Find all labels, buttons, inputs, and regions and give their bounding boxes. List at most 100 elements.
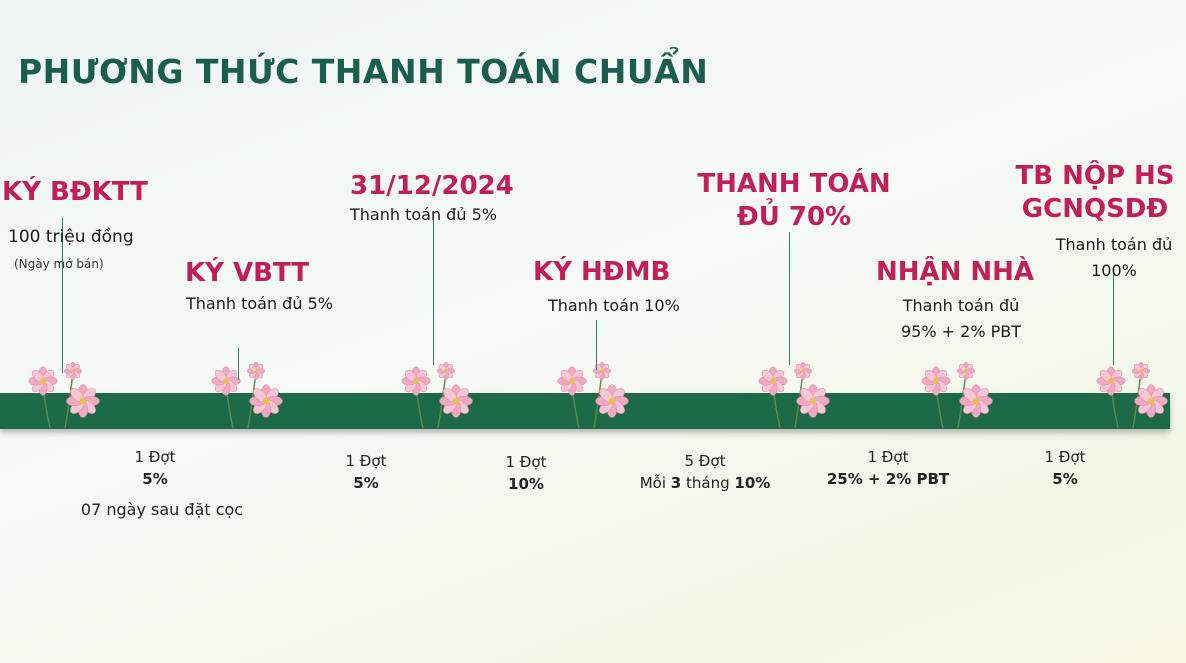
connector (1113, 270, 1114, 365)
milestone-description: Thanh toán đủ 5% (186, 294, 333, 313)
installments: 1 Đợt (134, 448, 176, 466)
flower (401, 366, 431, 396)
description-line: 100% (1091, 261, 1137, 280)
flower-part (972, 397, 980, 405)
amount: 5% (1052, 470, 1078, 488)
flower (249, 384, 283, 418)
flower-cluster (1096, 361, 1168, 429)
installments: 1 Đợt (867, 448, 909, 466)
connector (433, 219, 434, 365)
flower (1134, 384, 1168, 418)
amount-part: Mỗi (639, 474, 666, 492)
flower (793, 361, 813, 381)
heading-line: THANH TOÁN (697, 169, 891, 199)
segment: 1 Đợt 5% (346, 450, 387, 494)
amount-part: tháng (686, 474, 730, 492)
heading-line: ĐỦ 70% (736, 202, 852, 232)
milestone-note: (Ngày mở bán) (14, 257, 104, 271)
milestone-description: Thanh toán đủ 5% (350, 205, 497, 224)
milestone-description: Thanh toán đủ 95% + 2% PBT (901, 293, 1021, 345)
amount: 25% + 2% PBT (826, 470, 950, 488)
segment: 1 Đợt 10% (506, 451, 547, 495)
connector (789, 232, 790, 365)
timeline-band (0, 393, 1170, 429)
flower-part (1147, 397, 1155, 405)
amount: 5% (142, 470, 168, 488)
flower (1131, 361, 1151, 381)
flower-cluster (557, 361, 629, 429)
installments: 1 Đợt (345, 452, 387, 470)
installments: 1 Đợt (505, 453, 547, 471)
description-line: Thanh toán đủ (902, 296, 1020, 315)
flower-part (223, 378, 229, 384)
flower (557, 366, 587, 396)
milestone-heading: TB NỘP HS GCNQSDĐ (1015, 160, 1174, 226)
flower-part (452, 397, 460, 405)
flower-part (1108, 378, 1114, 384)
flower-cluster (921, 361, 993, 429)
flower-part (254, 369, 258, 373)
flower (436, 361, 456, 381)
flower-part (801, 369, 805, 373)
flower-part (608, 397, 616, 405)
flower-part (444, 369, 448, 373)
flower (956, 361, 976, 381)
flower-part (71, 369, 75, 373)
amount-part: 3 (670, 474, 682, 492)
flower-part (1139, 369, 1143, 373)
segment: 1 Đợt 5% (135, 446, 176, 490)
flower-part (809, 397, 817, 405)
milestone-heading: KÝ BĐKTT (2, 177, 148, 207)
milestone-heading: THANH TOÁN ĐỦ 70% (697, 168, 890, 234)
flower (246, 361, 266, 381)
amount-part: 10% (734, 474, 771, 492)
flowers (28, 361, 1168, 429)
flower (796, 384, 830, 418)
flower-part (600, 369, 604, 373)
description-line: 95% + 2% PBT (900, 322, 1022, 341)
milestone-description: Thanh toán đủ 100% (1056, 232, 1172, 284)
flower (211, 366, 241, 396)
description-line: Thanh toán đủ (1055, 235, 1173, 254)
milestone-description: Thanh toán 10% (548, 296, 680, 315)
milestone-heading: NHẬN NHÀ (875, 257, 1035, 287)
flower-part (79, 397, 87, 405)
milestone-heading: KÝ HĐMB (533, 257, 671, 287)
heading-line: TB NỘP HS (1015, 161, 1175, 191)
flower (758, 366, 788, 396)
amount: 5% (353, 474, 379, 492)
page-title: PHƯƠNG THỨC THANH TOÁN CHUẨN (18, 52, 709, 91)
milestone-heading: KÝ VBTT (185, 258, 310, 288)
flower-part (569, 378, 575, 384)
flower-part (262, 397, 270, 405)
segment: 5 Đợt Mỗi 3 tháng 10% (640, 450, 771, 494)
installments: 5 Đợt (684, 452, 726, 470)
segment: 1 Đợt 5% (1045, 446, 1086, 490)
flower-part (770, 378, 776, 384)
flower (592, 361, 612, 381)
flower-part (933, 378, 939, 384)
flower (921, 366, 951, 396)
flower-part (964, 369, 968, 373)
flower-cluster (758, 361, 830, 429)
flower (1096, 366, 1126, 396)
flower (439, 384, 473, 418)
flower (66, 384, 100, 418)
flower-cluster (211, 361, 283, 429)
amount: 10% (508, 475, 544, 493)
connector (238, 348, 239, 380)
segment-note: 07 ngày sau đặt cọc (80, 500, 244, 519)
flower-cluster (401, 361, 473, 429)
flower-cluster (28, 361, 100, 429)
milestone-description: 100 triệu đồng (8, 227, 134, 247)
flower (63, 361, 83, 381)
connector (62, 218, 63, 373)
flower-part (40, 378, 46, 384)
installments: 1 Đợt (1044, 448, 1086, 466)
milestone-heading: 31/12/2024 (350, 171, 514, 201)
connector (596, 320, 597, 370)
flower (959, 384, 993, 418)
flower (595, 384, 629, 418)
